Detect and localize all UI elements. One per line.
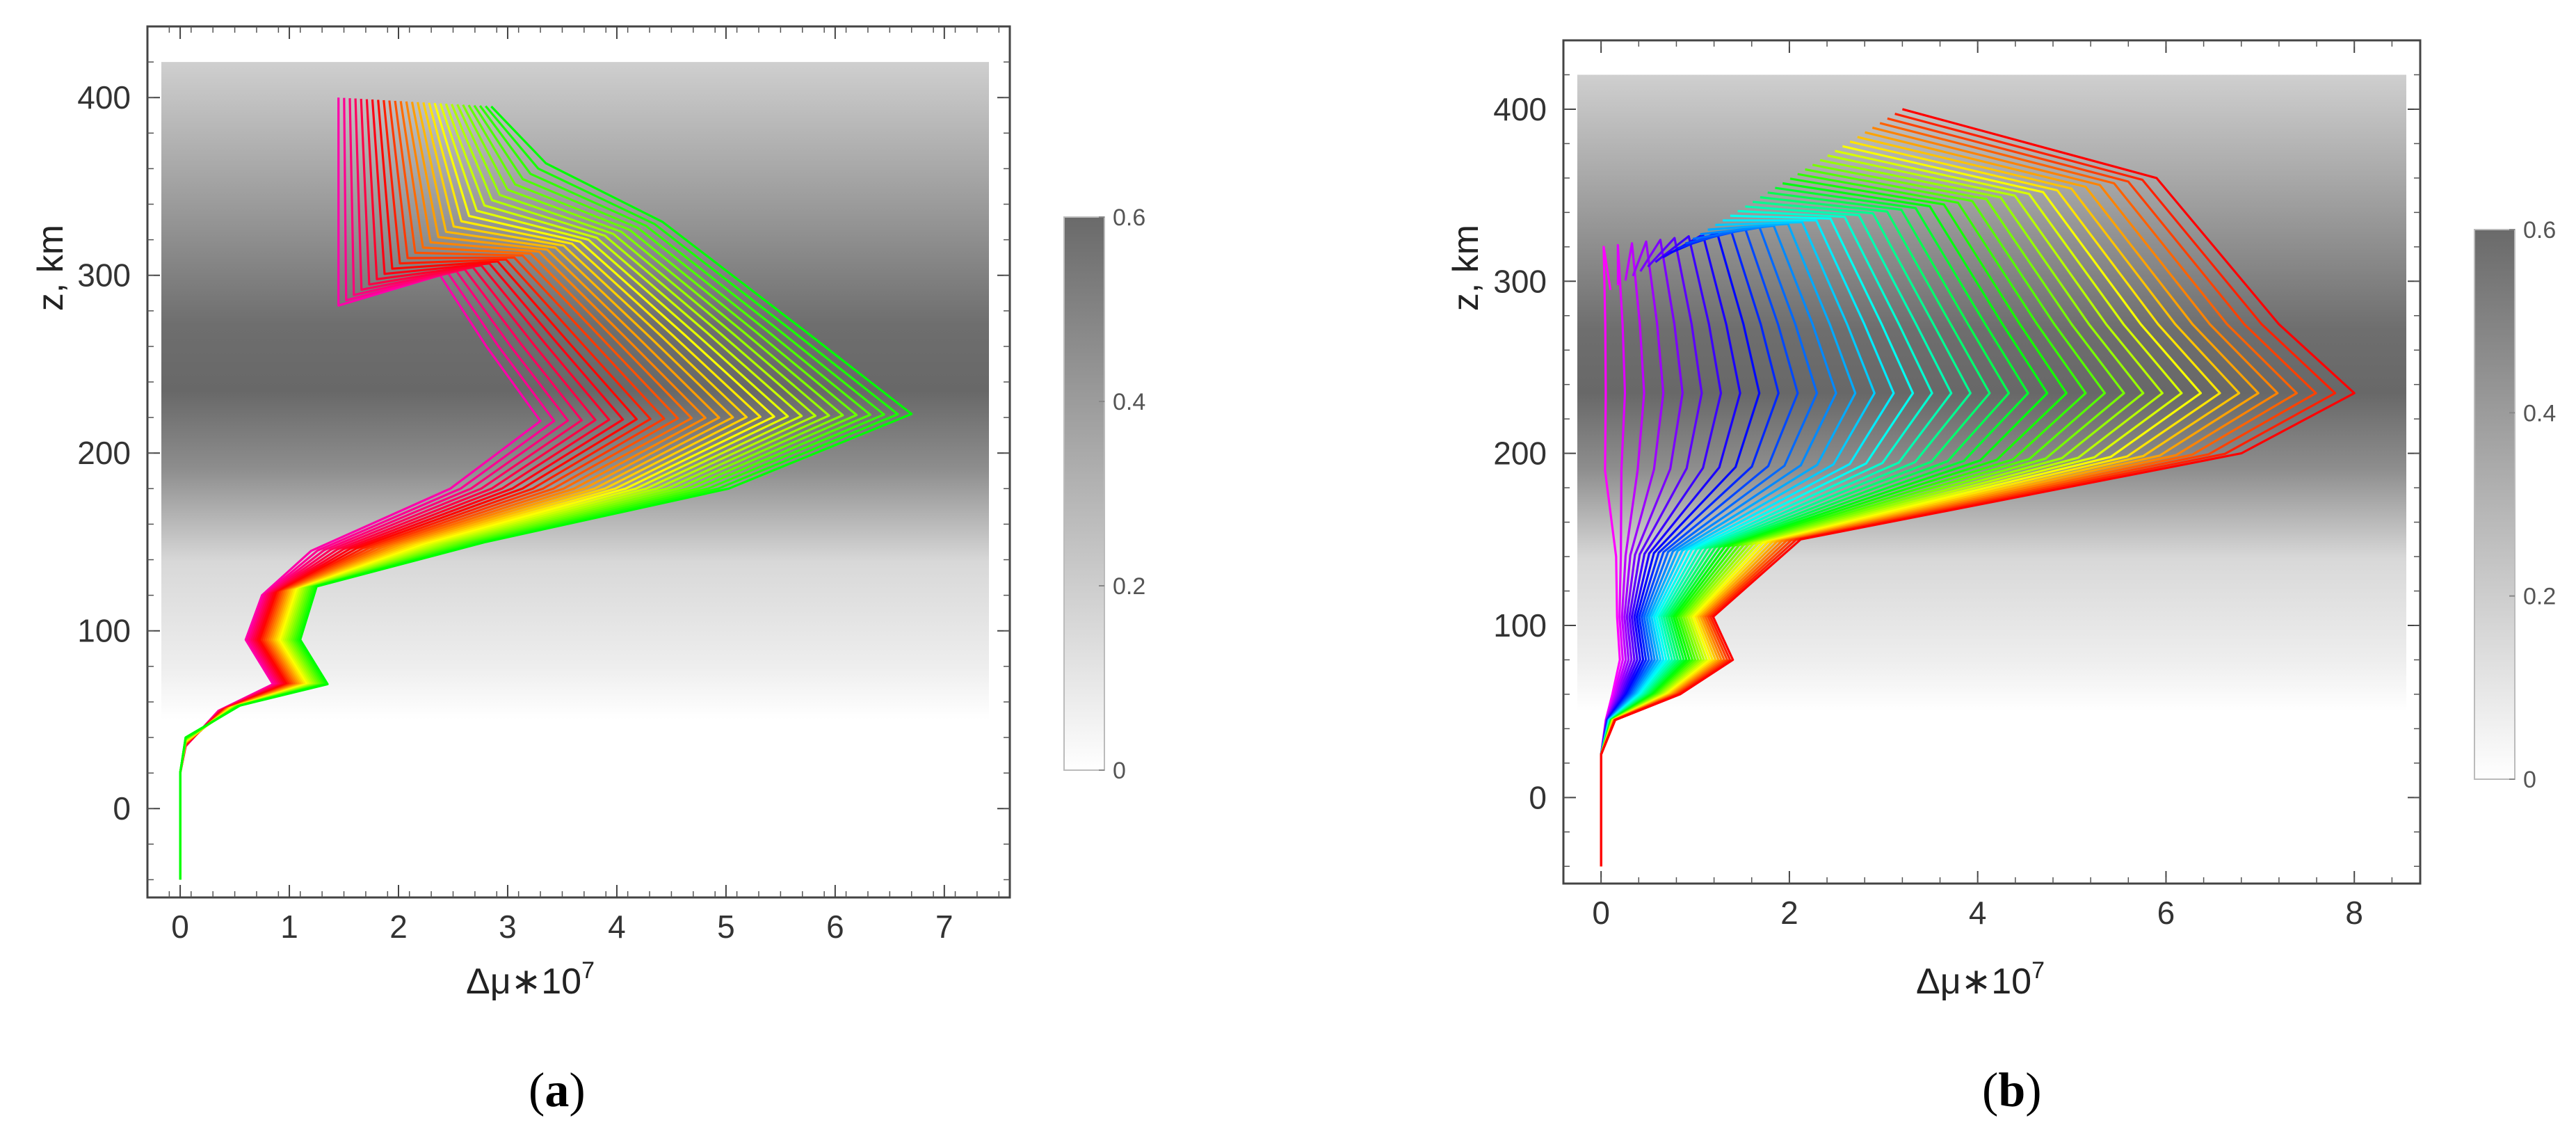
series-line-b-39 — [1600, 108, 2356, 867]
colorbar-a: 0 0.2 0.4 0.6 — [1063, 205, 1145, 784]
series-line-a-27 — [179, 105, 913, 880]
colorbar-label-mid1-b: 0.2 — [2523, 584, 2556, 610]
colorbar-label-max-a: 0.6 — [1113, 205, 1145, 231]
colorbar-label-mid2-a: 0.4 — [1113, 389, 1145, 415]
x-tick-label-a-2: 2 — [389, 909, 408, 945]
y-tick-label-b-1: 100 — [1493, 607, 1547, 644]
panel-label-letter-b: b — [1998, 1064, 2025, 1117]
panel-label-b: (b) — [1982, 1064, 2042, 1117]
y-axis-label-a: z, km — [31, 225, 71, 311]
panel-label-letter-a: a — [545, 1064, 569, 1117]
colorbar-label-min-b: 0 — [2523, 767, 2536, 793]
x-axis-label-text-a: Δμ∗10 — [466, 961, 581, 1002]
y-tick-label-a-0: 0 — [113, 790, 131, 826]
x-tick-label-a-0: 0 — [171, 909, 189, 945]
y-tick-label-b-0: 0 — [1529, 779, 1547, 815]
colorbar-label-mid2-b: 0.4 — [2523, 400, 2556, 426]
y-tick-label-a-2: 200 — [77, 435, 131, 471]
x-tick-label-a-6: 6 — [826, 909, 844, 945]
x-tick-label-b-1: 2 — [1780, 895, 1798, 931]
x-tick-label-b-2: 4 — [1969, 895, 1987, 931]
x-axis-label-exponent-b: 7 — [2031, 957, 2045, 984]
x-tick-label-b-4: 8 — [2345, 895, 2363, 931]
x-axis-label-exponent-a: 7 — [581, 957, 595, 984]
x-tick-label-b-0: 0 — [1592, 895, 1610, 931]
colorbar-b: 0 0.2 0.4 0.6 — [2474, 217, 2556, 793]
x-tick-label-a-1: 1 — [280, 909, 298, 945]
colorbar-label-mid1-a: 0.2 — [1113, 573, 1145, 600]
ticks-b: 0 2 4 6 8 0 100 200 300 400 — [1493, 40, 2420, 931]
colorbar-rect-a — [1063, 216, 1105, 771]
plot-frame-a — [146, 25, 1011, 899]
x-tick-label-a-7: 7 — [935, 909, 953, 945]
panel-b: 0 2 4 6 8 0 100 200 300 400 z, km Δμ∗107 0 0.2 0.… — [1446, 39, 2556, 1117]
x-axis-label-a: Δμ∗107 — [466, 957, 595, 1002]
x-tick-label-a-4: 4 — [608, 909, 626, 945]
colorbar-label-max-b: 0.6 — [2523, 217, 2556, 243]
y-tick-label-a-4: 400 — [77, 79, 131, 115]
ticks-a: 0 1 2 3 4 5 6 7 0 100 200 300 400 — [77, 26, 1010, 945]
y-tick-label-b-3: 300 — [1493, 263, 1547, 299]
colorbar-label-min-a: 0 — [1113, 758, 1126, 784]
y-axis-label-b: z, km — [1446, 225, 1486, 311]
series-group-a — [179, 97, 913, 880]
y-tick-label-b-2: 200 — [1493, 436, 1547, 472]
colorbar-rect-b — [2474, 229, 2515, 780]
y-tick-label-b-4: 400 — [1493, 91, 1547, 127]
y-tick-label-a-3: 300 — [77, 257, 131, 294]
x-axis-label-b: Δμ∗107 — [1916, 957, 2045, 1002]
y-tick-label-a-1: 100 — [77, 613, 131, 649]
panel-label-a: (a) — [529, 1064, 586, 1117]
x-tick-label-a-5: 5 — [717, 909, 735, 945]
series-group-b — [1600, 108, 2356, 867]
x-axis-label-text-b: Δμ∗10 — [1916, 961, 2031, 1002]
x-tick-label-a-3: 3 — [499, 909, 517, 945]
plot-frame-b — [1562, 39, 2422, 885]
x-tick-label-b-3: 6 — [2157, 895, 2175, 931]
